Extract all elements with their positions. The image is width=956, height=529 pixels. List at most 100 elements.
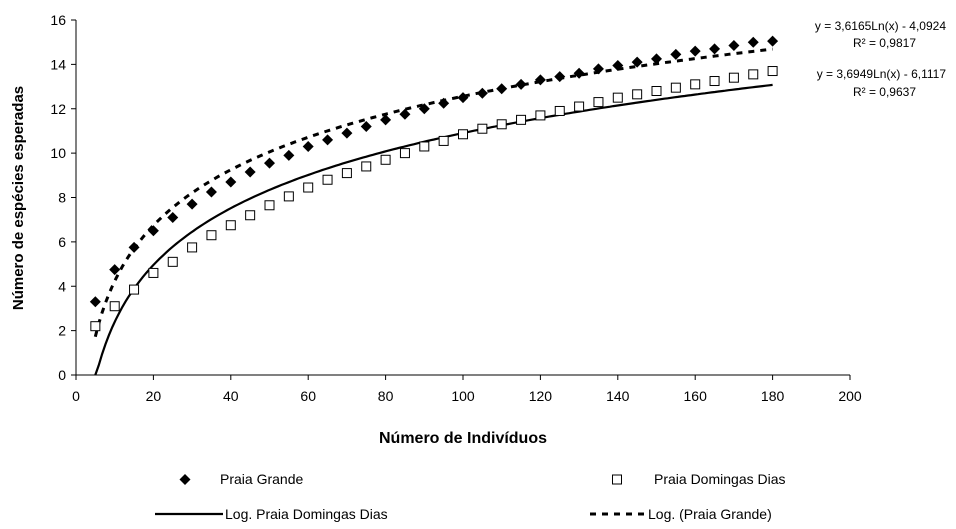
legend-item: Log. Praia Domingas Dias [155, 506, 388, 522]
point-praia-grande [709, 43, 721, 55]
y-tick-label: 4 [58, 278, 66, 294]
point-praia-grande [186, 198, 198, 210]
point-praia-domingas-dias [670, 82, 681, 93]
point-praia-grande [225, 176, 237, 188]
point-praia-domingas-dias [206, 230, 217, 241]
point-praia-domingas-dias [129, 284, 140, 295]
equation-praia-grande: y = 3,6165Ln(x) - 4,0924 [815, 19, 946, 33]
legend-label: Praia Grande [220, 471, 303, 487]
legend-label: Log. (Praia Grande) [648, 506, 772, 522]
y-tick-label: 8 [58, 190, 66, 206]
point-praia-domingas-dias [380, 154, 391, 165]
point-praia-grande [631, 56, 643, 68]
r2-praia-grande: R² = 0,9817 [853, 36, 916, 50]
point-praia-grande [612, 59, 624, 71]
point-praia-domingas-dias [458, 129, 468, 140]
x-tick-label: 20 [146, 388, 162, 404]
x-tick-label: 80 [378, 388, 394, 404]
point-praia-grande [399, 108, 411, 120]
point-praia-domingas-dias [496, 119, 507, 130]
x-tick-label: 200 [838, 388, 862, 404]
point-praia-domingas-dias [399, 148, 410, 159]
point-praia-domingas-dias [612, 92, 623, 103]
y-tick-label: 6 [58, 234, 66, 250]
x-axis-label: Número de Indivíduos [379, 430, 547, 447]
point-praia-grande [109, 264, 121, 276]
point-praia-grande [283, 149, 295, 161]
point-praia-grande [244, 166, 256, 178]
y-tick-label: 12 [50, 101, 66, 117]
legend-label: Log. Praia Domingas Dias [225, 506, 388, 522]
x-tick-label: 160 [684, 388, 708, 404]
point-praia-domingas-dias [109, 301, 120, 312]
point-praia-domingas-dias [651, 86, 662, 96]
y-tick-label: 16 [50, 12, 66, 28]
x-tick-label: 60 [300, 388, 316, 404]
chart-trendlines [93, 47, 773, 376]
point-praia-grande [264, 157, 275, 169]
x-tick-label: 100 [451, 388, 475, 404]
point-praia-grande [418, 103, 430, 115]
point-praia-domingas-dias [419, 141, 430, 152]
point-praia-domingas-dias [90, 321, 101, 332]
point-praia-domingas-dias [322, 174, 333, 185]
point-praia-grande [322, 134, 334, 146]
point-praia-domingas-dias [303, 182, 314, 193]
y-tick-label: 10 [50, 145, 66, 161]
legend-item: Praia Grande [179, 471, 303, 487]
point-praia-domingas-dias [264, 200, 275, 211]
x-tick-label: 180 [761, 388, 785, 404]
point-praia-domingas-dias [225, 220, 236, 231]
point-praia-grande [302, 140, 314, 152]
point-praia-grande [496, 83, 508, 95]
point-praia-grande [534, 74, 546, 86]
chart-equations: y = 3,6165Ln(x) - 4,0924 R² = 0,9817 y =… [815, 19, 946, 99]
point-praia-domingas-dias [535, 110, 546, 121]
point-praia-grande [554, 71, 566, 83]
chart-points [89, 35, 779, 332]
point-praia-domingas-dias [148, 267, 159, 278]
point-praia-domingas-dias [516, 114, 527, 125]
chart-legend: Praia Grande Praia Domingas Dias Log. Prai… [155, 471, 786, 522]
x-tick-label: 40 [223, 388, 239, 404]
point-praia-domingas-dias [477, 123, 488, 134]
point-praia-grande [341, 127, 353, 139]
point-praia-grande [147, 225, 159, 237]
point-praia-domingas-dias [438, 135, 449, 146]
point-praia-domingas-dias [632, 89, 643, 100]
y-tick-label: 0 [58, 367, 66, 383]
point-praia-grande [515, 78, 527, 90]
point-praia-grande [438, 97, 450, 109]
trendline-praia-grande [93, 47, 773, 338]
point-praia-grande [205, 186, 217, 198]
point-praia-grande [89, 296, 101, 308]
legend-item: Praia Domingas Dias [612, 471, 786, 487]
point-praia-grande [380, 114, 392, 126]
point-praia-domingas-dias [709, 76, 720, 87]
point-praia-grande [360, 121, 372, 132]
point-praia-grande [476, 87, 488, 99]
equation-praia-domingas-dias: y = 3,6949Ln(x) - 6,1117 [817, 67, 947, 81]
point-praia-domingas-dias [283, 191, 294, 202]
point-praia-grande [728, 40, 740, 52]
point-praia-grande [651, 53, 662, 65]
legend-symbol-square [612, 474, 622, 485]
point-praia-domingas-dias [690, 79, 701, 90]
legend-symbol-diamond [179, 474, 191, 485]
point-praia-domingas-dias [593, 97, 604, 108]
point-praia-domingas-dias [187, 242, 198, 253]
point-praia-domingas-dias [361, 161, 372, 172]
legend-item: Log. (Praia Grande) [590, 506, 772, 522]
y-axis-label: Número de espécies esperadas [10, 86, 27, 310]
point-praia-domingas-dias [728, 72, 739, 83]
trendline-praia-domingas-dias [94, 83, 773, 376]
point-praia-domingas-dias [748, 69, 759, 80]
y-tick-label: 2 [58, 323, 66, 339]
point-praia-grande [592, 63, 604, 75]
x-tick-label: 140 [606, 388, 630, 404]
point-praia-domingas-dias [245, 210, 256, 221]
point-praia-domingas-dias [341, 168, 352, 179]
point-praia-grande [670, 48, 682, 60]
legend-label: Praia Domingas Dias [654, 471, 786, 487]
chart-ticks: 0 20 40 60 80 100 120 140 160 180 200 0 2 4 6 8 10 12 14 16 [50, 12, 861, 404]
